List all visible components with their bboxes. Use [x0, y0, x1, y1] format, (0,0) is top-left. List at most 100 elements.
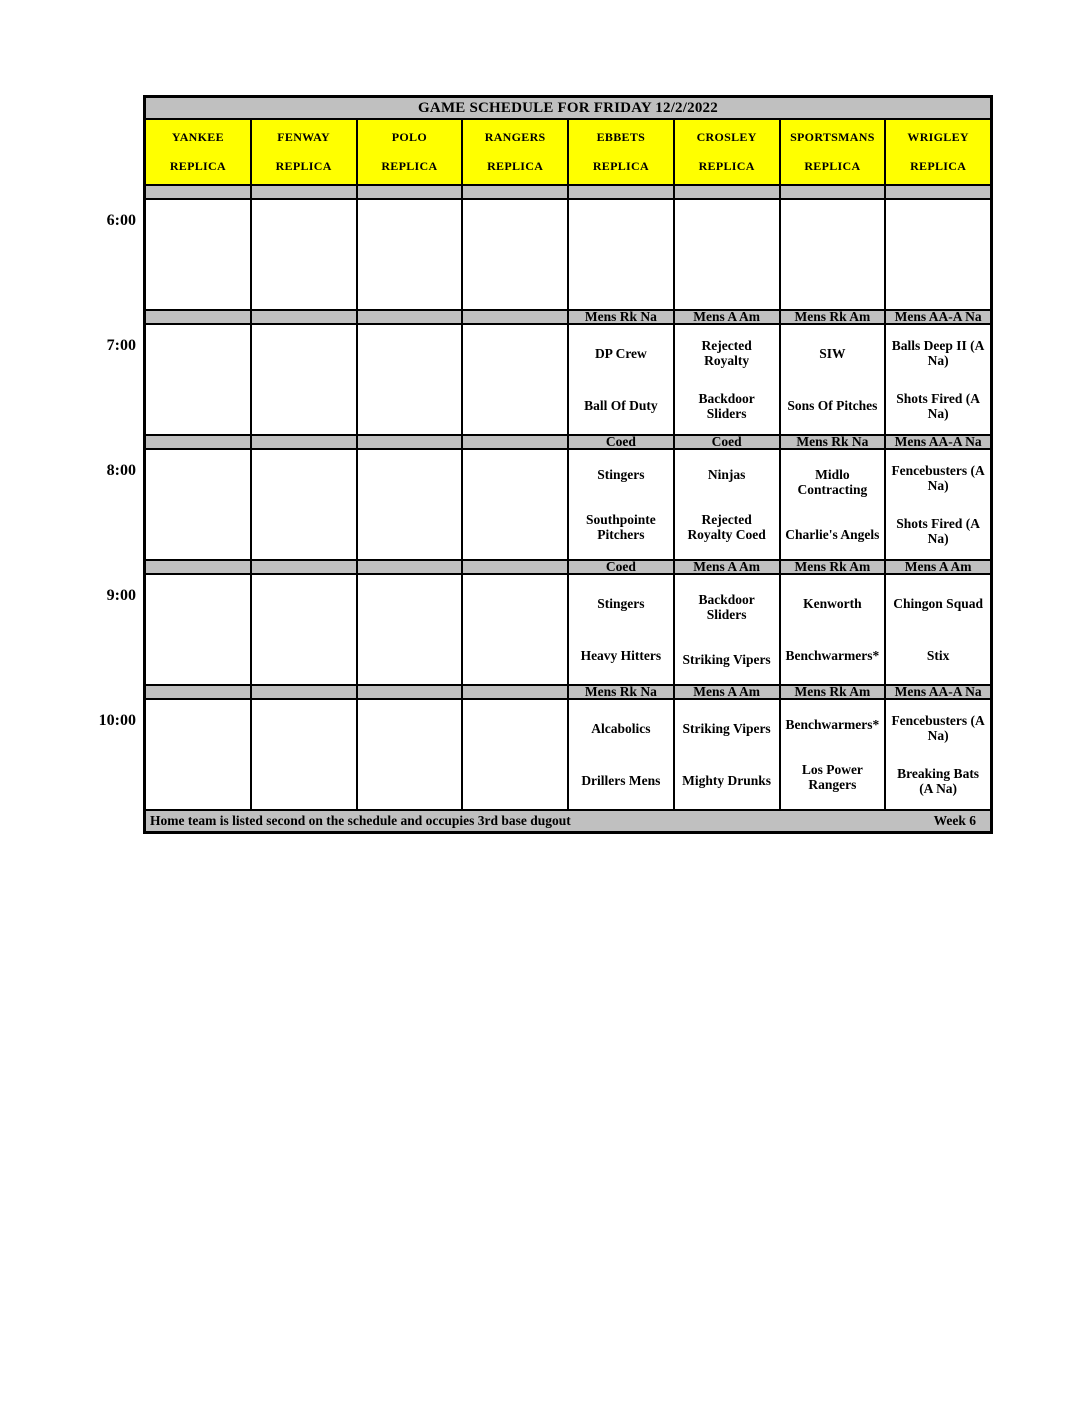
divider-cell	[357, 561, 462, 573]
time-label: 9:00	[106, 587, 136, 604]
league-label: Mens AA-A Na	[886, 435, 990, 448]
league-label: Mens Rk Na	[569, 310, 673, 323]
field-header-yankee: YANKEE REPLICA	[146, 120, 250, 184]
field-name: SPORTSMANS	[790, 130, 875, 144]
away-team: Benchwarmers*	[785, 716, 880, 732]
divider-cell	[463, 686, 567, 698]
divider-cell	[146, 436, 250, 448]
field-name: FENWAY	[277, 130, 330, 144]
home-team: Mighty Drunks	[682, 773, 772, 789]
game-cell: Stingers Southpointe Pitchers	[569, 450, 673, 559]
away-team: Fencebusters (A Na)	[891, 713, 985, 744]
divider-cell	[357, 186, 462, 198]
empty-game-cell	[674, 200, 779, 309]
empty-game-cell	[463, 450, 567, 559]
field-name: EBBETS	[596, 130, 646, 144]
game-cell: Midlo Contracting Charlie's Angels	[780, 450, 885, 559]
schedule-title: GAME SCHEDULE FOR FRIDAY 12/2/2022	[146, 98, 990, 118]
game-cell: Kenworth Benchwarmers*	[780, 575, 885, 684]
game-cell: Fencebusters (A Na) Breaking Bats (A Na)	[886, 700, 990, 809]
away-team: DP Crew	[594, 345, 647, 361]
week-number: Week 6	[933, 813, 976, 828]
away-team: Chingon Squad	[893, 595, 983, 611]
game-cell: Fencebusters (A Na) Shots Fired (A Na)	[886, 450, 990, 559]
away-team: Stingers	[597, 466, 645, 482]
field-name: CROSLEY	[696, 130, 757, 144]
divider-cell	[357, 686, 462, 698]
time-label: 7:00	[106, 337, 136, 354]
empty-game-cell	[251, 575, 356, 684]
field-name: WRIGLEY	[907, 130, 969, 144]
time-label: 6:00	[106, 212, 136, 229]
empty-game-cell	[146, 450, 250, 559]
field-sub: REPLICA	[910, 159, 967, 173]
empty-game-cell	[251, 700, 356, 809]
divider-cell	[463, 186, 567, 198]
league-label: Mens A Am	[674, 685, 779, 698]
empty-game-cell	[357, 450, 462, 559]
divider-cell	[251, 436, 356, 448]
game-cell: Benchwarmers* Los Power Rangers	[780, 700, 885, 809]
game-cell: Ninjas Rejected Royalty Coed	[674, 450, 779, 559]
away-team: Balls Deep II (A Na)	[891, 338, 985, 369]
league-label: Coed	[674, 435, 779, 448]
empty-game-cell	[463, 200, 567, 309]
divider-cell	[251, 311, 356, 323]
divider-cell	[463, 436, 567, 448]
divider-cell	[146, 686, 250, 698]
divider-cell	[780, 186, 885, 198]
away-team: Alcabolics	[591, 720, 651, 736]
home-team: Ball Of Duty	[584, 398, 658, 414]
league-label: Mens Rk Am	[780, 685, 885, 698]
divider-cell	[357, 311, 462, 323]
empty-game-cell	[463, 575, 567, 684]
home-team: Charlie's Angels	[785, 526, 880, 542]
field-name: YANKEE	[171, 130, 224, 144]
game-cell: SIW Sons Of Pitches	[780, 325, 885, 434]
league-label: Mens AA-A Na	[886, 685, 990, 698]
league-label: Mens A Am	[674, 560, 779, 573]
away-team: Kenworth	[803, 595, 862, 611]
field-header-rangers: RANGERS REPLICA	[463, 120, 567, 184]
league-label: Mens A Am	[674, 310, 779, 323]
league-label: Mens Rk Am	[780, 560, 885, 573]
game-cell: Rejected Royalty Backdoor Sliders	[674, 325, 779, 434]
divider-cell	[146, 561, 250, 573]
divider-cell	[463, 311, 567, 323]
divider-cell	[357, 436, 462, 448]
footer-bar: Home team is listed second on the schedu…	[146, 811, 990, 831]
away-team: Striking Vipers	[682, 720, 771, 736]
league-label: Mens Rk Na	[569, 685, 673, 698]
league-label: Mens Rk Am	[780, 310, 885, 323]
divider-cell	[146, 311, 250, 323]
empty-game-cell	[357, 200, 462, 309]
game-cell: Alcabolics Drillers Mens	[569, 700, 673, 809]
home-team: Southpointe Pitchers	[585, 511, 656, 542]
field-sub: REPLICA	[381, 159, 438, 173]
game-cell: Balls Deep II (A Na) Shots Fired (A Na)	[886, 325, 990, 434]
away-team: Fencebusters (A Na)	[891, 463, 985, 494]
field-header-wrigley: WRIGLEY REPLICA	[886, 120, 990, 184]
field-sub: REPLICA	[592, 159, 649, 173]
field-header-crosley: CROSLEY REPLICA	[674, 120, 779, 184]
time-label: 8:00	[106, 462, 136, 479]
game-cell: DP Crew Ball Of Duty	[569, 325, 673, 434]
home-team: Rejected Royalty Coed	[687, 511, 766, 542]
home-team: Breaking Bats (A Na)	[897, 765, 980, 796]
time-label: 10:00	[98, 712, 136, 729]
empty-game-cell	[146, 325, 250, 434]
divider-cell	[251, 186, 356, 198]
empty-game-cell	[886, 200, 990, 309]
home-team: Stix	[926, 648, 950, 664]
empty-game-cell	[463, 700, 567, 809]
empty-game-cell	[357, 700, 462, 809]
home-team: Drillers Mens	[581, 773, 661, 789]
divider-cell	[886, 186, 990, 198]
home-team: Backdoor Sliders	[698, 390, 755, 421]
home-team-note: Home team is listed second on the schedu…	[150, 813, 571, 828]
field-name: POLO	[391, 130, 427, 144]
divider-cell	[251, 686, 356, 698]
empty-game-cell	[569, 200, 673, 309]
home-team: Los Power Rangers	[801, 761, 863, 792]
